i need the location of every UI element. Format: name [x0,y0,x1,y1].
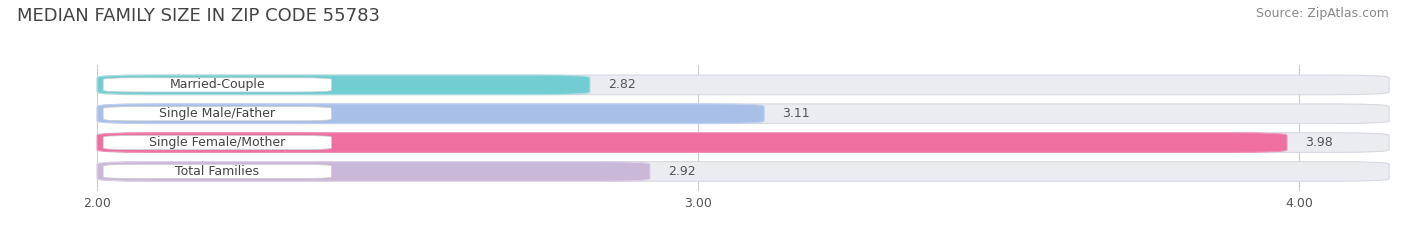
Text: Single Female/Mother: Single Female/Mother [149,136,285,149]
Text: MEDIAN FAMILY SIZE IN ZIP CODE 55783: MEDIAN FAMILY SIZE IN ZIP CODE 55783 [17,7,380,25]
Text: 3.11: 3.11 [782,107,810,120]
FancyBboxPatch shape [97,75,1389,95]
Text: Single Male/Father: Single Male/Father [159,107,276,120]
Text: Source: ZipAtlas.com: Source: ZipAtlas.com [1256,7,1389,20]
FancyBboxPatch shape [97,133,1389,152]
Text: Married-Couple: Married-Couple [170,78,266,91]
FancyBboxPatch shape [97,104,765,123]
FancyBboxPatch shape [103,107,332,121]
FancyBboxPatch shape [103,164,332,178]
FancyBboxPatch shape [97,75,591,95]
Text: 3.98: 3.98 [1305,136,1333,149]
FancyBboxPatch shape [97,133,1286,152]
Text: Total Families: Total Families [176,165,259,178]
Text: 2.82: 2.82 [607,78,636,91]
FancyBboxPatch shape [97,104,1389,123]
FancyBboxPatch shape [103,78,332,92]
FancyBboxPatch shape [97,162,650,181]
FancyBboxPatch shape [97,162,1389,181]
FancyBboxPatch shape [103,136,332,150]
Text: 2.92: 2.92 [668,165,696,178]
